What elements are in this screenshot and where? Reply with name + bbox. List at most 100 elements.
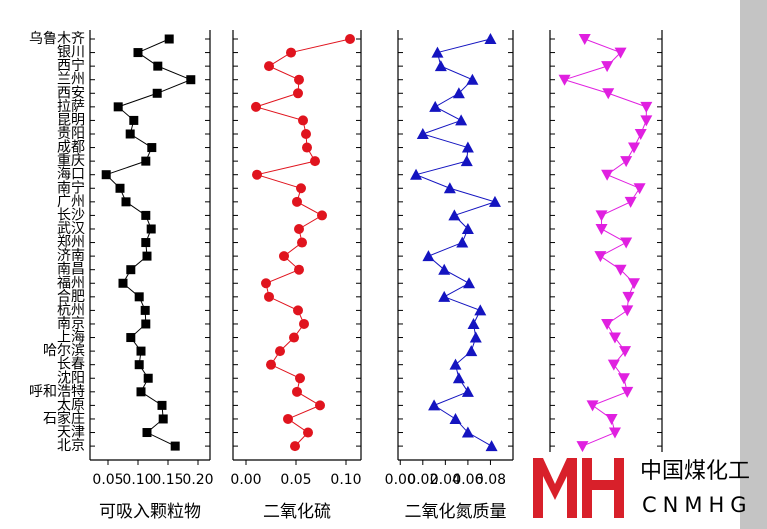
category-label: 银川 <box>57 45 85 61</box>
marker <box>617 373 630 385</box>
category-label: 广州 <box>57 194 85 210</box>
marker <box>605 413 618 425</box>
marker <box>461 141 474 153</box>
marker <box>438 263 451 275</box>
marker <box>266 359 276 370</box>
category-label: 兰州 <box>57 72 85 88</box>
marker <box>595 210 608 222</box>
marker <box>140 305 150 315</box>
marker <box>456 236 469 248</box>
marker <box>601 61 614 73</box>
marker <box>158 414 168 424</box>
marker <box>640 115 653 127</box>
x-tick-label: 0.02 <box>407 472 438 488</box>
marker <box>443 182 456 194</box>
axis-title: 可吸入颗粒物 <box>99 502 201 522</box>
marker <box>125 129 135 139</box>
marker <box>466 73 479 85</box>
marker <box>474 304 487 316</box>
category-label: 长春 <box>57 357 85 373</box>
marker <box>301 128 311 139</box>
marker <box>449 412 462 424</box>
marker <box>622 291 635 303</box>
marker <box>164 34 174 44</box>
marker <box>297 237 307 248</box>
x-tick-label: 0.05 <box>280 472 311 488</box>
category-label: 南昌 <box>57 262 85 278</box>
x-tick-label: 0.10 <box>122 472 153 488</box>
category-label: 昆明 <box>57 112 85 128</box>
category-label: 福州 <box>57 275 85 291</box>
marker <box>186 75 196 85</box>
marker <box>126 265 136 275</box>
marker <box>298 115 308 126</box>
marker <box>601 318 614 330</box>
marker <box>101 170 111 180</box>
marker <box>310 156 320 167</box>
marker <box>633 183 646 195</box>
marker <box>438 290 451 302</box>
category-label: 南宁 <box>57 179 85 196</box>
marker <box>275 346 285 357</box>
marker <box>170 441 180 451</box>
series-line <box>414 38 497 447</box>
x-tick-label: 0.20 <box>182 472 213 488</box>
category-label: 南京 <box>57 316 85 332</box>
x-tick-label: 0.08 <box>475 472 506 488</box>
logo-cn: 中国煤化工 <box>640 459 750 484</box>
marker <box>118 278 128 288</box>
marker <box>601 169 614 181</box>
marker <box>429 100 442 112</box>
marker <box>141 156 151 166</box>
marker <box>607 359 620 371</box>
marker <box>469 331 482 343</box>
category-label: 武汉 <box>57 221 85 237</box>
marker <box>465 345 478 357</box>
category-label: 乌鲁木齐 <box>29 31 85 47</box>
marker <box>595 223 608 235</box>
category-label: 成都 <box>57 140 85 156</box>
x-tick-label: 0.04 <box>430 472 461 488</box>
marker <box>431 46 444 58</box>
x-tick-label: 0.05 <box>92 472 123 488</box>
marker <box>634 128 647 140</box>
marker <box>264 61 274 72</box>
x-tick-label: 0.10 <box>330 472 361 488</box>
marker <box>147 143 157 153</box>
marker <box>136 387 146 397</box>
marker <box>488 195 501 207</box>
series-line <box>562 38 647 447</box>
marker <box>434 60 447 72</box>
marker <box>484 33 497 44</box>
marker <box>345 34 355 44</box>
marker <box>461 222 474 234</box>
marker <box>621 386 634 398</box>
marker <box>146 224 156 234</box>
marker <box>315 400 325 411</box>
marker <box>115 183 125 193</box>
marker <box>461 426 474 438</box>
category-label: 郑州 <box>57 235 85 251</box>
marker <box>134 292 144 302</box>
marker <box>290 441 300 452</box>
marker <box>594 251 607 263</box>
x-tick-label: 0.00 <box>230 472 261 488</box>
marker <box>416 127 429 139</box>
category-label: 沈阳 <box>57 370 85 386</box>
category-label: 呼和浩特 <box>29 384 85 400</box>
marker <box>302 142 312 153</box>
marker <box>143 373 153 383</box>
logo-mark <box>533 458 624 518</box>
marker <box>410 168 423 180</box>
axis-title: 二氧化氮质量 <box>405 502 507 522</box>
category-label: 贵阳 <box>57 126 85 142</box>
marker <box>283 413 293 424</box>
marker <box>303 427 313 438</box>
logo-bg <box>528 452 740 529</box>
marker <box>448 209 461 221</box>
marker <box>455 114 468 126</box>
x-tick-label: 0.06 <box>452 472 483 488</box>
marker <box>485 440 498 452</box>
marker <box>121 197 131 207</box>
logo-en: CNMHG <box>642 493 753 517</box>
